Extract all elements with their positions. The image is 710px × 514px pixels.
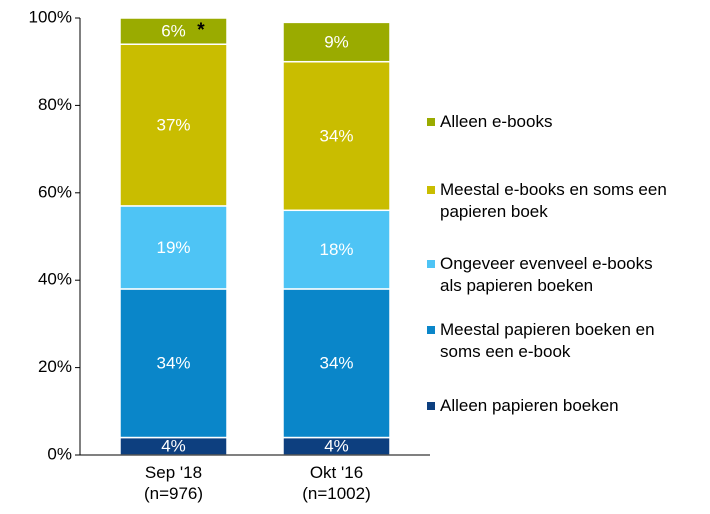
bar-segment <box>119 205 228 290</box>
y-tick-label: 0% <box>47 444 72 463</box>
y-tick-label: 100% <box>29 7 72 26</box>
bar-segment <box>282 60 391 212</box>
y-tick-label: 80% <box>38 95 72 114</box>
value-label: 34% <box>319 126 353 145</box>
bar-segment <box>119 17 228 45</box>
legend-label: Alleen e-books <box>440 112 553 131</box>
value-label: 19% <box>156 238 190 257</box>
annotation: * <box>197 20 205 41</box>
x-tick-label: Sep '18 (n=976) <box>143 463 204 503</box>
value-label: 34% <box>156 354 190 373</box>
bar-segment <box>282 21 391 63</box>
legend-swatch <box>427 326 435 334</box>
value-label: 34% <box>319 354 353 373</box>
legend-swatch <box>427 260 435 268</box>
value-label: 18% <box>319 240 353 259</box>
legend-label: Meestal papieren boeken en soms een e-bo… <box>440 320 655 361</box>
value-label: 37% <box>156 116 190 135</box>
legend-swatch <box>427 402 435 410</box>
value-label: 9% <box>324 33 349 52</box>
bar-segment <box>119 43 228 207</box>
y-tick-label: 40% <box>38 270 72 289</box>
legend-swatch <box>427 118 435 126</box>
y-tick-label: 20% <box>38 357 72 376</box>
x-tick-label: Okt '16 (n=1002) <box>302 463 371 503</box>
legend-label: Alleen papieren boeken <box>440 396 619 415</box>
bar-segment <box>119 288 228 439</box>
value-label: 4% <box>324 437 349 456</box>
bar-segment <box>282 288 391 439</box>
value-label: 6% <box>161 22 186 41</box>
legend-swatch <box>427 186 435 194</box>
y-tick-label: 60% <box>38 182 72 201</box>
legend-label: Meestal e-books en soms een papieren boe… <box>440 180 667 221</box>
legend-label: Ongeveer evenveel e-books als papieren b… <box>440 254 653 295</box>
value-label: 4% <box>161 437 186 456</box>
